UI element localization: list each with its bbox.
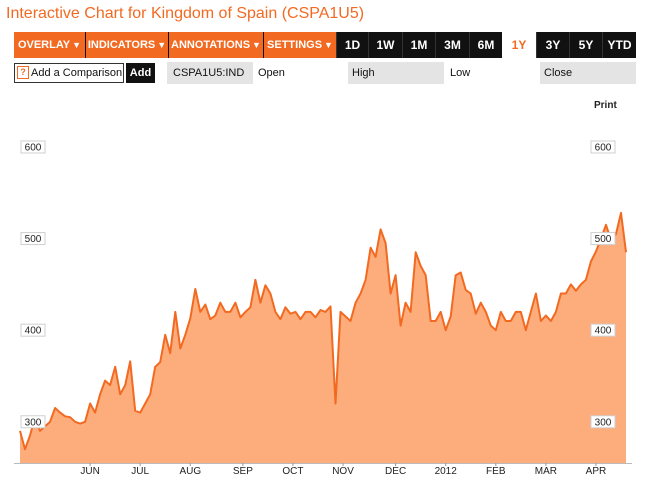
x-tick-label: JUN bbox=[80, 466, 99, 477]
range-6m-button[interactable]: 6M bbox=[469, 32, 502, 58]
open-label: Open bbox=[258, 67, 285, 79]
y-tick-label-left: 600 bbox=[20, 140, 46, 154]
y-tick-label-left: 300 bbox=[20, 415, 46, 429]
settings-menu-button[interactable]: SETTINGS ▼ bbox=[264, 32, 336, 58]
add-comparison-label: Add a Comparison bbox=[31, 67, 123, 79]
svg-text:300: 300 bbox=[25, 417, 42, 428]
print-button[interactable]: Print bbox=[594, 100, 617, 111]
annotations-menu-button[interactable]: ANNOTATIONS ▼ bbox=[169, 32, 263, 58]
indicators-menu-button[interactable]: INDICATORS ▼ bbox=[86, 32, 168, 58]
x-tick-label: FEB bbox=[486, 466, 506, 477]
close-label: Close bbox=[540, 62, 636, 84]
add-comparison-input[interactable]: ? Add a Comparison bbox=[14, 63, 124, 83]
overlay-menu-button[interactable]: OVERLAY ▼ bbox=[14, 32, 85, 58]
range-3y-button[interactable]: 3Y bbox=[536, 32, 569, 58]
x-tick-label: MAR bbox=[535, 466, 557, 477]
x-tick-label: SEP bbox=[233, 466, 253, 477]
x-tick-label: NOV bbox=[332, 466, 354, 477]
svg-text:300: 300 bbox=[595, 417, 612, 428]
range-5y-button[interactable]: 5Y bbox=[569, 32, 602, 58]
area-fill bbox=[20, 212, 626, 463]
x-tick-label: APR bbox=[586, 466, 607, 477]
chart-toolbar: OVERLAY ▼ INDICATORS ▼ ANNOTATIONS ▼ SETTIN… bbox=[14, 32, 636, 58]
y-tick-label-left: 400 bbox=[20, 323, 46, 337]
svg-text:400: 400 bbox=[595, 326, 612, 337]
x-tick-label: AUG bbox=[179, 466, 201, 477]
page-title: Interactive Chart for Kingdom of Spain (… bbox=[6, 5, 365, 22]
y-tick-label-right: 400 bbox=[590, 323, 616, 337]
svg-text:400: 400 bbox=[25, 326, 42, 337]
chevron-down-icon: ▼ bbox=[72, 40, 82, 50]
svg-text:600: 600 bbox=[25, 142, 42, 153]
high-label: High bbox=[348, 62, 444, 84]
range-1w-button[interactable]: 1W bbox=[368, 32, 402, 58]
x-tick-label: OCT bbox=[282, 466, 303, 477]
range-3m-button[interactable]: 3M bbox=[435, 32, 469, 58]
y-tick-label-right: 300 bbox=[590, 415, 616, 429]
y-tick-label-right: 500 bbox=[590, 232, 616, 246]
chevron-down-icon: ▼ bbox=[324, 40, 333, 50]
x-tick-label: DEC bbox=[385, 466, 406, 477]
y-tick-label-left: 500 bbox=[20, 232, 46, 246]
svg-text:500: 500 bbox=[595, 234, 612, 245]
range-ytd-button[interactable]: YTD bbox=[602, 32, 636, 58]
range-1m-button[interactable]: 1M bbox=[402, 32, 435, 58]
x-tick-label: 2012 bbox=[435, 466, 458, 477]
range-1y-button[interactable]: 1Y bbox=[502, 32, 536, 58]
chevron-down-icon: ▼ bbox=[157, 40, 167, 50]
low-label: Low bbox=[450, 67, 471, 79]
chart-axes: 300 300 400 400 500 500 600 600 JUN JUL AUG SEP OCT N… bbox=[14, 140, 632, 477]
help-icon: ? bbox=[17, 65, 29, 79]
series-line bbox=[19, 211, 627, 451]
ticker-label: CSPA1U5:IND bbox=[167, 62, 253, 84]
add-comparison-button[interactable]: Add bbox=[126, 63, 155, 83]
x-tick-label: JUL bbox=[131, 466, 149, 477]
y-tick-label-right: 600 bbox=[590, 140, 616, 154]
area-series bbox=[19, 211, 627, 463]
svg-text:500: 500 bbox=[25, 234, 42, 245]
comparison-row: ? Add a Comparison Add CSPA1U5:IND Open H… bbox=[14, 62, 636, 84]
svg-text:600: 600 bbox=[595, 142, 612, 153]
range-1d-button[interactable]: 1D bbox=[336, 32, 368, 58]
chevron-down-icon: ▼ bbox=[252, 40, 261, 50]
